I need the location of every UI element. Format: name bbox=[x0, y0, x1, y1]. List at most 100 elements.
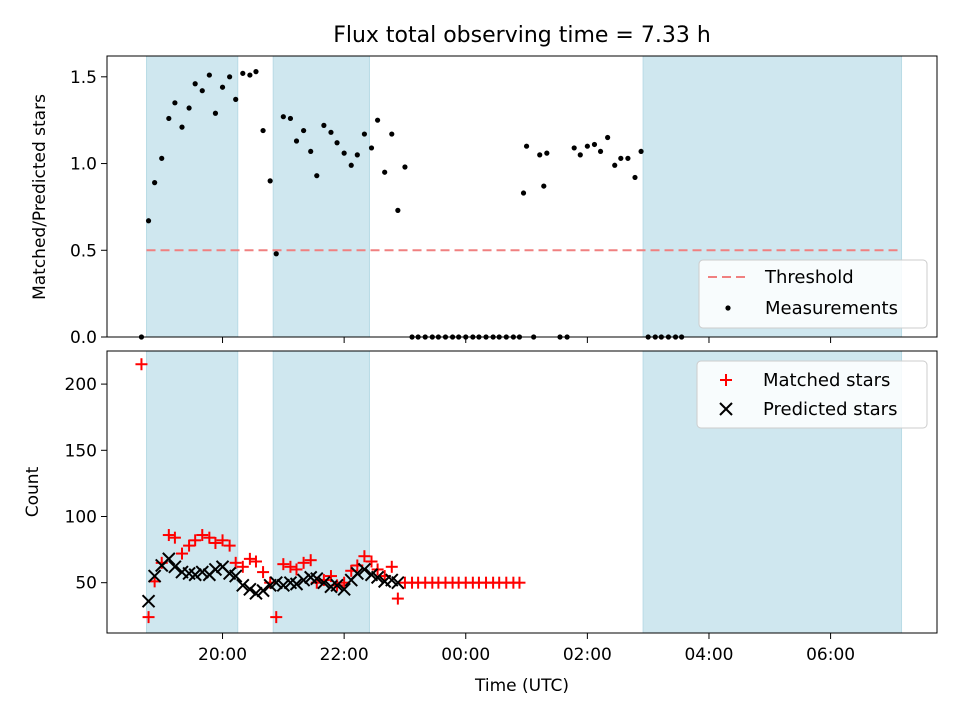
predicted-star-marker bbox=[330, 578, 344, 593]
matched-star-marker bbox=[257, 566, 270, 579]
measurement-point bbox=[348, 162, 354, 168]
measurement-point bbox=[591, 141, 598, 148]
measurement-point bbox=[301, 127, 307, 134]
measurement-point bbox=[537, 152, 543, 158]
legend-measurements-label: Measurements bbox=[765, 298, 898, 319]
measurement-point bbox=[219, 84, 226, 90]
y-tick-label: 1.5 bbox=[70, 68, 97, 88]
measurement-point bbox=[395, 207, 401, 213]
matched-star-marker bbox=[385, 560, 398, 573]
matched-star-marker bbox=[183, 539, 196, 552]
matched-star-marker bbox=[236, 560, 249, 573]
measurement-point bbox=[172, 100, 178, 106]
matched-star-marker bbox=[216, 534, 229, 547]
count-legend-box bbox=[696, 360, 928, 429]
predicted-star-marker bbox=[269, 575, 283, 590]
measurement-point bbox=[321, 122, 327, 128]
count-y-label: Count bbox=[23, 466, 43, 517]
measurement-point bbox=[159, 155, 165, 161]
ratio-y-ticks: 0.0 0.5 1.0 1.5 bbox=[70, 68, 107, 348]
matched-star-marker bbox=[223, 539, 236, 552]
matched-star-marker bbox=[209, 536, 222, 549]
count-y-ticks: 50 100 150 200 bbox=[65, 375, 107, 594]
measurement-point bbox=[280, 114, 286, 120]
measurement-point bbox=[618, 155, 624, 161]
matched-star-marker bbox=[175, 547, 188, 560]
legend-matched-label: Matched stars bbox=[763, 370, 890, 391]
measurement-point bbox=[267, 178, 273, 184]
y-tick-label: 0.5 bbox=[70, 241, 97, 261]
matched-star-marker bbox=[277, 558, 290, 571]
measurement-point bbox=[192, 81, 198, 87]
measurement-point bbox=[166, 115, 172, 122]
x-axis-label: Time (UTC) bbox=[474, 676, 569, 696]
predicted-star-marker bbox=[310, 572, 324, 586]
predicted-star-marker bbox=[296, 573, 311, 587]
matched-star-marker bbox=[297, 556, 310, 569]
measurement-point bbox=[544, 150, 550, 156]
matched-star-marker bbox=[270, 611, 283, 624]
measurement-point bbox=[152, 180, 158, 186]
measurement-point bbox=[145, 218, 152, 224]
measurement-point bbox=[625, 155, 631, 161]
x-tick-label: 02:00 bbox=[563, 645, 612, 665]
measurement-point bbox=[612, 162, 618, 168]
count-legend: Matched stars Predicted stars bbox=[696, 360, 928, 429]
measurement-point bbox=[389, 131, 395, 137]
matched-star-marker bbox=[513, 576, 526, 589]
predicted-star-marker bbox=[228, 569, 243, 583]
measurement-point bbox=[361, 131, 368, 137]
measurement-point bbox=[571, 145, 577, 151]
measurement-point bbox=[374, 117, 381, 123]
matched-star-marker bbox=[229, 556, 242, 569]
measurement-point bbox=[199, 88, 205, 94]
predicted-star-marker bbox=[162, 552, 176, 566]
legend-matched-swatch bbox=[720, 374, 732, 386]
x-tick-label: 06:00 bbox=[806, 645, 855, 665]
measurement-point bbox=[227, 74, 233, 80]
ratio-legend: Threshold Measurements bbox=[698, 259, 928, 329]
matched-star-marker bbox=[290, 563, 303, 576]
matched-star-marker bbox=[189, 534, 202, 547]
measurement-point bbox=[308, 148, 314, 155]
measurement-point bbox=[605, 134, 611, 141]
x-tick-label: 04:00 bbox=[684, 645, 733, 665]
measurement-point bbox=[186, 105, 192, 111]
matched-star-marker bbox=[142, 611, 155, 624]
predicted-star-marker bbox=[236, 578, 250, 593]
x-tick-label: 00:00 bbox=[441, 645, 490, 665]
measurement-point bbox=[597, 148, 604, 155]
matched-star-marker bbox=[203, 531, 216, 544]
y-tick-label: 200 bbox=[65, 375, 97, 395]
predicted-star-marker bbox=[195, 565, 209, 579]
matched-star-marker bbox=[304, 554, 317, 567]
measurement-point bbox=[314, 173, 320, 179]
predicted-star-marker bbox=[147, 569, 162, 583]
y-tick-label: 1.0 bbox=[70, 155, 97, 175]
y-tick-label: 50 bbox=[75, 574, 97, 594]
predicted-star-marker bbox=[243, 582, 257, 597]
ratio-panel: 0.0 0.5 1.0 1.5 Matched/Predicted stars Thr… bbox=[30, 55, 938, 348]
predicted-star-marker bbox=[370, 570, 385, 585]
matched-star-marker bbox=[168, 531, 181, 544]
observing-window bbox=[146, 350, 239, 634]
measurement-point bbox=[368, 145, 375, 151]
count-points bbox=[135, 358, 526, 624]
measurement-point bbox=[179, 124, 185, 130]
matched-star-marker bbox=[162, 529, 175, 542]
measurement-point bbox=[293, 138, 300, 144]
measurement-point bbox=[328, 129, 334, 135]
measurement-point bbox=[382, 169, 388, 175]
ratio-y-label: Matched/Predicted stars bbox=[30, 94, 50, 300]
predicted-star-marker bbox=[141, 594, 156, 608]
measurement-point bbox=[638, 148, 644, 155]
y-tick-label: 0.0 bbox=[70, 328, 97, 348]
matched-star-marker bbox=[365, 555, 378, 568]
count-axes-frame bbox=[106, 350, 938, 634]
measurement-point bbox=[541, 183, 547, 189]
observing-window bbox=[146, 55, 239, 338]
predicted-star-marker bbox=[357, 562, 372, 577]
measurement-point bbox=[520, 190, 527, 196]
legend-measurements-swatch bbox=[725, 305, 731, 311]
